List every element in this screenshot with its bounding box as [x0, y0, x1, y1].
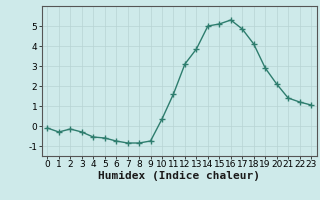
X-axis label: Humidex (Indice chaleur): Humidex (Indice chaleur) — [98, 171, 260, 181]
